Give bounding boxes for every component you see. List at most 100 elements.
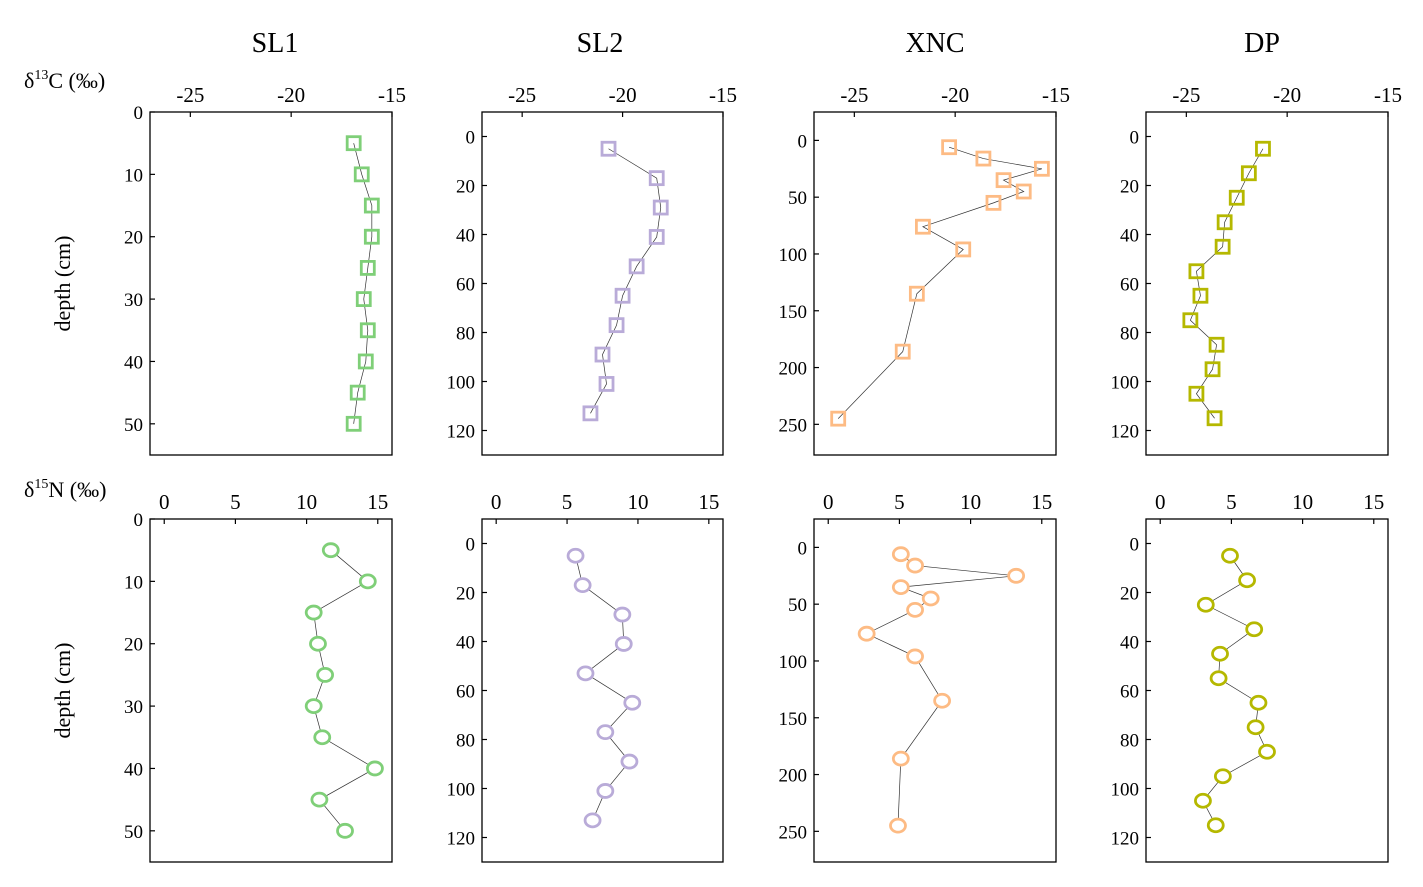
- x-tick-label: 5: [230, 490, 241, 514]
- data-point-circle: [891, 750, 910, 767]
- plot-frame: [481, 111, 724, 456]
- data-point-square: [985, 194, 1002, 211]
- data-point-square: [1204, 361, 1221, 378]
- x-tick-label: 15: [1031, 490, 1052, 514]
- data-point-square: [1240, 165, 1257, 182]
- plot-frame: [149, 111, 393, 456]
- x-tick-label: -20: [277, 83, 305, 107]
- data-point-circle: [366, 760, 384, 777]
- x-tick-label: -15: [1042, 83, 1070, 107]
- data-point-circle: [1196, 596, 1215, 613]
- data-point-circle: [310, 791, 329, 808]
- panel-dp-d13c: -25 -20 -15 0 20 40 60 80 100 120: [1111, 83, 1402, 456]
- data-point-square: [1192, 287, 1209, 304]
- data-point-circle: [313, 729, 332, 746]
- data-point-circle: [906, 648, 924, 665]
- data-point-square: [345, 415, 362, 432]
- series-line: [1189, 148, 1264, 419]
- data-point-circle: [1249, 694, 1268, 711]
- data-point-circle: [1246, 719, 1265, 736]
- data-point-square: [1033, 160, 1050, 177]
- panel-xnc-d13c: -25 -20 -15 0 50 100 150 200 250: [779, 83, 1070, 456]
- y-tick-label: 10: [124, 165, 143, 186]
- y-tick-label: 50: [124, 415, 143, 436]
- y-tick-label: 50: [788, 595, 807, 616]
- y-tick-label: 0: [798, 538, 808, 559]
- data-point-square: [975, 150, 992, 167]
- y-tick-label: 0: [798, 131, 808, 152]
- y-tick-label: 20: [1120, 177, 1139, 198]
- data-point-circle: [304, 698, 323, 714]
- data-point-square: [894, 343, 911, 360]
- y-tick-label: 100: [779, 652, 808, 673]
- data-point-circle: [933, 692, 952, 709]
- data-point-square: [359, 260, 376, 276]
- y-tick-label: 150: [779, 709, 808, 730]
- data-point-square: [598, 376, 615, 392]
- data-point-square: [355, 291, 372, 307]
- column-title-sl1: SL1: [252, 28, 299, 59]
- data-point-circle: [620, 753, 639, 770]
- data-point-circle: [573, 577, 592, 594]
- plot-frame: [813, 518, 1057, 863]
- data-point-square: [345, 135, 362, 152]
- y-tick-label: 250: [779, 822, 808, 843]
- data-point-circle: [613, 606, 632, 623]
- data-point-square: [608, 317, 625, 334]
- data-point-square: [1214, 238, 1231, 255]
- panel-sl1-d13c: -25 -20 -15 0 10 20 30 40 50 depth (cm): [50, 83, 406, 456]
- series-line: [353, 143, 373, 424]
- plot-frame: [1145, 111, 1389, 456]
- data-point-circle: [1258, 743, 1276, 760]
- data-point-square: [1188, 263, 1205, 280]
- data-point-circle: [596, 783, 615, 799]
- y-axis-label: depth (cm): [50, 643, 75, 739]
- data-point-circle: [1213, 768, 1232, 785]
- x-tick-label: 15: [1363, 490, 1384, 514]
- y-tick-label: 150: [779, 302, 808, 323]
- y-tick-label: 10: [124, 572, 143, 593]
- x-tick-label: -15: [1374, 83, 1402, 107]
- y-tick-label: 60: [456, 275, 475, 296]
- data-point-square: [1182, 312, 1199, 329]
- x-tick-label: 5: [1226, 490, 1237, 514]
- data-point-square: [648, 170, 665, 187]
- data-point-square: [1208, 336, 1225, 353]
- data-point-circle: [576, 665, 595, 682]
- y-tick-label: 0: [1130, 128, 1140, 149]
- row-label-d15n: δ15N (‰): [24, 477, 106, 502]
- y-axis-label: depth (cm): [50, 236, 75, 332]
- x-tick-label: 0: [159, 490, 170, 514]
- y-tick-label: 40: [1120, 633, 1139, 654]
- data-point-circle: [1194, 792, 1212, 809]
- panel-sl2-d15n: 0 5 10 15 0 20 40 60 80 100 120: [447, 490, 724, 863]
- data-point-square: [1255, 140, 1271, 157]
- y-tick-label: 250: [779, 415, 808, 436]
- y-tick-label: 80: [1120, 324, 1139, 345]
- x-tick-label: 0: [491, 490, 502, 514]
- x-tick-label: -25: [508, 83, 536, 107]
- y-tick-label: 0: [466, 535, 476, 556]
- x-tick-label: 10: [627, 490, 648, 514]
- y-tick-label: 120: [1111, 422, 1140, 443]
- y-tick-label: 40: [1120, 226, 1139, 247]
- y-tick-label: 40: [124, 352, 143, 373]
- series-line: [313, 549, 376, 832]
- data-point-circle: [891, 546, 910, 563]
- y-tick-label: 20: [124, 228, 143, 249]
- data-point-circle: [623, 694, 642, 711]
- data-point-square: [1206, 410, 1223, 427]
- data-point-square: [1216, 214, 1233, 231]
- data-point-square: [349, 384, 366, 401]
- data-point-circle: [321, 542, 340, 559]
- data-point-square: [652, 199, 669, 216]
- y-tick-label: 60: [1120, 682, 1139, 703]
- x-tick-label: 0: [1155, 490, 1166, 514]
- data-point-circle: [1007, 567, 1026, 584]
- data-point-square: [908, 285, 925, 302]
- x-tick-label: 10: [960, 490, 981, 514]
- y-tick-label: 40: [124, 759, 143, 780]
- data-point-circle: [921, 590, 940, 607]
- data-point-circle: [906, 601, 924, 618]
